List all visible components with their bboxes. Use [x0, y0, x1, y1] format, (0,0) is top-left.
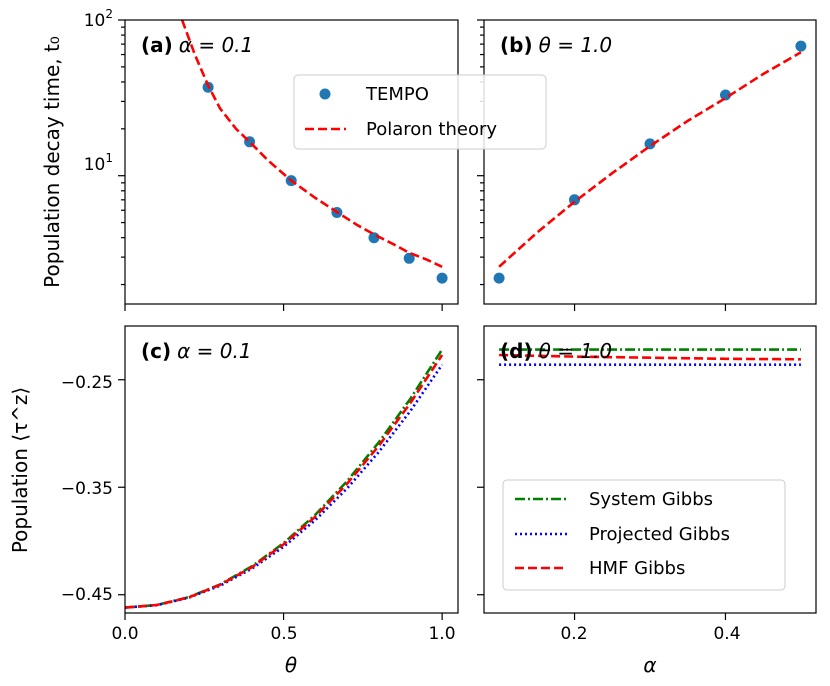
panel-c-xtick-0: 0.0	[111, 624, 138, 644]
panel-d-xtick-0: 0.2	[560, 624, 587, 644]
panel-b-title: (b) θ = 1.0	[500, 33, 612, 57]
panel-c-xtick-1: 0.5	[270, 624, 297, 644]
panel-a-frame	[124, 19, 459, 305]
panel-b-plot	[493, 40, 807, 284]
panel-b-tempo-point	[493, 272, 505, 284]
panel-c-frame	[124, 325, 459, 614]
panel-d-xlabel: α	[643, 653, 656, 677]
legend-bottom: System Gibbs Projected Gibbs HMF Gibbs	[502, 479, 786, 591]
legend-system-gibbs-label: System Gibbs	[589, 489, 713, 510]
panel-b-frame	[483, 19, 817, 305]
panel-d-hmf-gibbs-line	[499, 353, 801, 361]
legend-projected-gibbs-label: Projected Gibbs	[589, 524, 730, 545]
panel-c-ytick-1: −0.35	[61, 479, 113, 499]
legend-polaron-label: Polaron theory	[366, 119, 497, 140]
legend-tempo-marker	[319, 88, 331, 100]
panel-c-title: (c) α = 0.1	[141, 339, 252, 363]
panel-d-xtick-1: 0.4	[713, 624, 740, 644]
panel-a-title: (a) α = 0.1	[141, 33, 253, 57]
panel-a-tempo-point	[403, 252, 415, 264]
panel-b-polaron-theory-line	[498, 51, 802, 268]
legend-tempo-label: TEMPO	[365, 84, 429, 105]
panel-c-hmf-gibbs-line	[125, 354, 444, 609]
panel-c-xtick-2: 1.0	[428, 624, 455, 644]
panel-a-ytick-10: 101	[84, 151, 113, 175]
panel-a-ytick-100: 102	[84, 7, 113, 31]
panel-c-ytick-2: −0.45	[61, 585, 113, 605]
panel-b-tempo-point	[795, 40, 807, 52]
panel-d-frame	[483, 325, 817, 614]
legend-hmf-gibbs-label: HMF Gibbs	[589, 558, 685, 579]
panel-c-ylabel: Population ⟨τ^z⟩	[8, 387, 32, 553]
panel-a-ylabel: Population decay time, t₀	[40, 36, 64, 288]
legend-top: TEMPO Polaron theory	[293, 74, 547, 150]
panel-a-tempo-point	[436, 272, 448, 284]
panel-c-projected-gibbs-line	[125, 363, 444, 609]
panel-a-polaron-theory-line	[180, 20, 443, 268]
panel-b-tempo-point	[720, 89, 731, 101]
panel-c-plot	[125, 348, 444, 609]
panel-c-xlabel: θ	[285, 653, 297, 677]
panel-a-plot	[180, 20, 448, 284]
panel-c-ytick-0: −0.25	[61, 373, 113, 393]
legend-top-box	[293, 74, 547, 150]
panel-d-plot	[499, 348, 801, 367]
legend-bottom-box	[502, 479, 786, 591]
panel-d-title: (d) θ = 1.0	[500, 339, 612, 363]
panel-c-system-gibbs-line	[125, 348, 444, 609]
